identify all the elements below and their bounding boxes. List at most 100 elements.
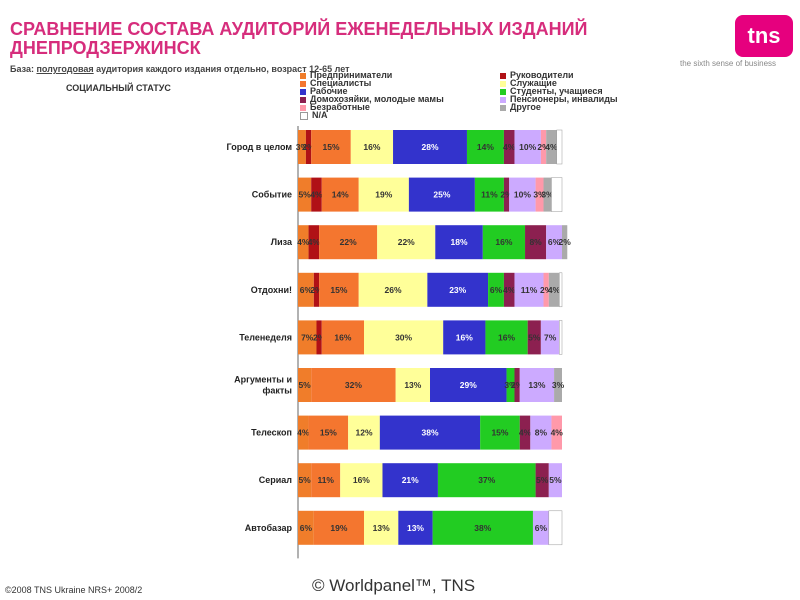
bar-segment-employees: [395, 368, 430, 402]
data-label: 29%: [460, 380, 477, 390]
legend-item-employees: Служащие: [500, 78, 557, 88]
bar-segment-students: [506, 368, 515, 402]
data-label: 25%: [433, 190, 450, 200]
bar-segment-employees: [377, 225, 436, 260]
bar-segment-pensioners: [540, 320, 560, 355]
data-label: 11%: [317, 475, 334, 485]
data-label: 4%: [297, 428, 310, 438]
data-label: 2%: [537, 142, 550, 152]
legend-label: Специалисты: [310, 78, 372, 88]
bar-segment-na: [548, 510, 563, 546]
data-label: 7%: [301, 332, 314, 342]
data-label: 2%: [558, 237, 571, 247]
legend-swatch: [500, 72, 506, 79]
legend-swatch: [500, 96, 506, 103]
bar-segment-housewives: [503, 272, 515, 307]
bar-segment-pensioners: [519, 368, 555, 402]
data-label: 5%: [549, 475, 562, 485]
legend-label: Рабочие: [310, 86, 348, 96]
bar-segment-workers: [398, 510, 433, 545]
bar-segment-entrepreneurs: [298, 320, 317, 355]
bar-segment-unemployed: [540, 130, 547, 164]
bar-segment-workers: [443, 320, 486, 355]
bar-segment-students: [466, 130, 504, 164]
data-label: 38%: [474, 523, 491, 533]
bar-segment-specialists: [311, 130, 351, 164]
bar-segment-pensioners: [530, 415, 552, 450]
bar-segment-pensioners: [509, 177, 536, 212]
bar-segment-na: [559, 272, 563, 308]
bar-segment-housewives: [514, 368, 520, 402]
legend-label: Пенсионеры, инвалиды: [510, 94, 618, 104]
title-line-1: СРАВНЕНИЕ СОСТАВА АУДИТОРИЙ ЕЖЕНЕДЕЛЬНЫХ…: [10, 19, 588, 39]
legend-label: Другое: [510, 102, 541, 112]
bar-segment-entrepreneurs: [298, 415, 309, 450]
data-label: 4%: [519, 428, 532, 438]
legend-item-specialists: Специалисты: [300, 78, 371, 88]
bar-segment-specialists: [319, 225, 378, 260]
bar-segment-entrepreneurs: [298, 177, 312, 212]
data-label: 6%: [300, 285, 313, 295]
bar-segment-employees: [348, 415, 380, 450]
data-label: 13%: [373, 523, 390, 533]
data-label: 2%: [313, 332, 326, 342]
bar-segment-employees: [340, 463, 383, 498]
data-label: 3%: [552, 380, 565, 390]
legend-swatch: [300, 80, 306, 87]
category-label: Лиза: [271, 237, 293, 247]
data-label: 6%: [535, 523, 548, 533]
data-label: 4%: [310, 190, 323, 200]
data-label: 15%: [320, 428, 337, 438]
bar-segment-entrepreneurs: [298, 368, 312, 402]
bar-segment-managers: [305, 130, 312, 164]
bar-segment-housewives: [503, 177, 510, 212]
data-label: 4%: [545, 142, 558, 152]
legend-label: Студенты, учащиеся: [510, 86, 603, 96]
data-label: 11%: [481, 190, 498, 200]
data-label: 10%: [514, 190, 531, 200]
category-label: Аргументы и факты: [234, 375, 292, 396]
legend-item-workers: Рабочие: [300, 86, 348, 96]
data-label: 23%: [449, 285, 466, 295]
data-label: 10%: [519, 142, 536, 152]
bar-segment-specialists: [311, 368, 396, 402]
bar-segment-employees: [358, 272, 428, 307]
logo-text: tns: [747, 23, 781, 48]
bar-segment-managers: [313, 272, 320, 307]
bar-segment-workers: [382, 463, 438, 498]
bar-segment-housewives: [503, 130, 515, 164]
base-prefix: База:: [10, 64, 37, 74]
bar-segment-other: [554, 368, 562, 402]
data-label: 2%: [500, 190, 513, 200]
bar-segment-pensioners: [532, 510, 549, 545]
data-label: 28%: [421, 142, 438, 152]
data-label: 5%: [536, 475, 549, 485]
bar-segment-specialists: [319, 272, 359, 307]
legend-item-pensioners: Пенсионеры, инвалиды: [500, 94, 618, 104]
bar-segment-housewives: [525, 225, 547, 260]
data-label: 11%: [521, 285, 538, 295]
bar-segment-entrepreneurs: [298, 510, 314, 545]
legend-swatch: [500, 104, 506, 111]
data-label: 14%: [477, 142, 494, 152]
logo-tagline: the sixth sense of business: [680, 59, 777, 68]
bar-segment-na: [556, 129, 563, 165]
title-line-2: ДНЕПРОДЗЕРЖИНСК: [10, 38, 201, 58]
data-label: 4%: [503, 142, 516, 152]
bar-segment-workers: [408, 177, 475, 212]
base-underlined: полугодовая: [36, 64, 94, 74]
section-label: СОЦИАЛЬНЫЙ СТАТУС: [66, 83, 171, 93]
data-label: 22%: [340, 237, 357, 247]
bar-segment-managers: [316, 320, 322, 355]
legend-swatch: [300, 88, 306, 95]
data-label: 6%: [300, 523, 313, 533]
data-label: 16%: [495, 237, 512, 247]
bar-segment-employees: [358, 177, 409, 212]
data-label: 37%: [478, 475, 495, 485]
data-label: 16%: [353, 475, 370, 485]
data-label: 4%: [548, 285, 561, 295]
bar-segment-workers: [430, 368, 507, 402]
data-label: 13%: [407, 523, 424, 533]
data-label: 12%: [355, 428, 372, 438]
bar-segment-students: [488, 272, 504, 307]
